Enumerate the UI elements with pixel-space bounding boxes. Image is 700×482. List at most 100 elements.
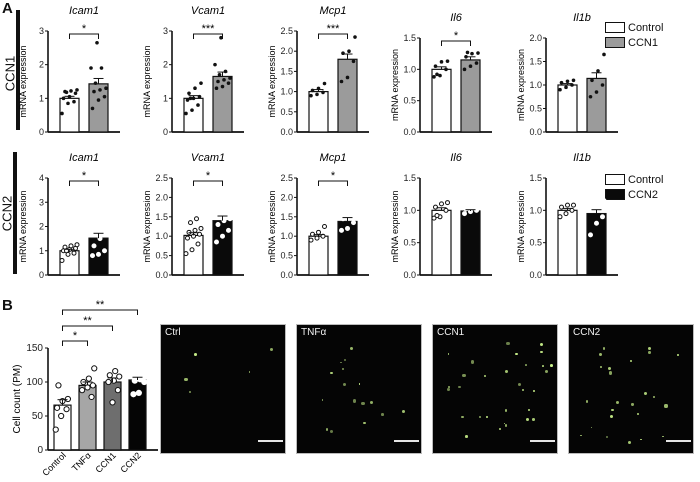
fluorescent-cell xyxy=(639,438,642,441)
fluorescent-cell xyxy=(532,418,535,422)
data-point xyxy=(59,257,65,263)
data-point xyxy=(470,51,474,56)
y-tick-label: 1.5 xyxy=(280,212,293,222)
y-tick-label: 0.5 xyxy=(155,251,168,261)
data-point xyxy=(104,86,108,91)
data-point xyxy=(91,243,97,249)
fluorescent-cell xyxy=(352,399,356,403)
fluorescent-cell xyxy=(462,373,466,377)
y-tick-label: 2.0 xyxy=(155,192,168,202)
data-point xyxy=(216,79,220,84)
fluorescent-cell xyxy=(483,375,486,378)
data-point xyxy=(433,204,438,210)
fluorescent-cell xyxy=(615,401,619,405)
fluorescent-cell xyxy=(361,402,365,406)
micrograph-label: CCN2 xyxy=(573,327,601,338)
micrograph-tnfa: TNFα xyxy=(296,324,422,454)
data-point xyxy=(193,86,197,91)
data-point xyxy=(565,202,570,208)
y-axis-label: mRNA expression xyxy=(18,190,28,262)
data-point xyxy=(570,83,574,87)
data-point xyxy=(339,227,344,233)
legend-swatch-ccn2 xyxy=(605,189,625,200)
y-tick-label: 2.5 xyxy=(280,26,293,36)
data-point xyxy=(116,373,123,380)
data-point xyxy=(588,94,593,99)
y-tick-label: 0 xyxy=(39,127,44,137)
chart-title: Il6 xyxy=(450,12,463,24)
data-point xyxy=(220,233,225,239)
data-point xyxy=(52,426,59,433)
chart-title: Icam1 xyxy=(69,5,99,17)
y-tick-label: 0.0 xyxy=(529,127,542,137)
y-tick-label: 1.0 xyxy=(403,205,416,215)
y-axis-label: mRNA expression xyxy=(390,49,400,121)
data-point xyxy=(185,98,190,102)
data-point xyxy=(463,206,469,212)
data-point xyxy=(99,215,104,221)
data-point xyxy=(98,88,102,92)
data-point xyxy=(93,228,98,234)
fluorescent-cell xyxy=(478,415,482,419)
legend-ccn2: Control CCN2 xyxy=(605,172,663,202)
chart-title: Icam1 xyxy=(69,152,99,164)
data-point xyxy=(185,235,190,241)
data-point xyxy=(96,251,101,257)
fluorescent-cell xyxy=(194,353,198,356)
data-point xyxy=(58,412,65,420)
data-point xyxy=(105,378,112,386)
data-point xyxy=(321,90,325,95)
data-point xyxy=(223,200,228,206)
fluorescent-cell xyxy=(590,426,593,429)
data-point xyxy=(197,231,202,237)
data-point xyxy=(314,235,320,241)
fluorescent-cell xyxy=(599,352,603,357)
data-point xyxy=(64,395,72,403)
data-point xyxy=(444,67,448,72)
data-point xyxy=(219,35,223,40)
y-tick-label: 3 xyxy=(39,197,44,207)
data-point xyxy=(127,372,134,379)
significance-label: * xyxy=(331,170,336,182)
fluorescent-cell xyxy=(532,389,535,392)
micrograph-label: Ctrl xyxy=(165,327,181,338)
fluorescent-cell xyxy=(608,366,612,371)
data-point xyxy=(184,111,188,116)
fluorescent-cell xyxy=(470,360,474,364)
data-point xyxy=(213,62,217,67)
y-tick-label: 1.5 xyxy=(529,173,542,183)
fluorescent-cell xyxy=(540,350,543,353)
data-point xyxy=(571,202,576,208)
y-axis-label: mRNA expression xyxy=(516,49,526,121)
data-point xyxy=(183,251,189,257)
fluorescent-cell xyxy=(609,414,613,418)
y-axis-label: mRNA expression xyxy=(267,190,277,262)
fluorescent-cell xyxy=(542,365,544,367)
y-tick-label: 3 xyxy=(39,26,44,36)
bar-control xyxy=(308,90,329,133)
data-point xyxy=(187,91,191,96)
data-point xyxy=(476,51,480,55)
y-tick-label: 1.5 xyxy=(403,173,416,183)
legend-label-control: Control xyxy=(628,21,664,34)
data-point xyxy=(89,66,93,70)
fluorescent-cell xyxy=(648,351,651,355)
y-tick-label: 2.0 xyxy=(529,33,542,43)
fluorescent-cell xyxy=(676,353,680,357)
fluorescent-cell xyxy=(648,346,652,350)
data-point xyxy=(64,90,69,95)
significance-label: * xyxy=(206,170,211,182)
data-point xyxy=(434,213,440,219)
data-point xyxy=(439,201,444,207)
panel-a-letter: A xyxy=(2,0,13,17)
data-point xyxy=(445,200,450,206)
significance-bracket xyxy=(62,309,138,315)
data-point xyxy=(351,220,356,226)
data-point xyxy=(79,387,86,394)
significance-label: ** xyxy=(83,315,92,327)
fluorescent-cell xyxy=(447,352,450,355)
y-tick-label: 1.5 xyxy=(155,212,168,222)
significance-label: * xyxy=(73,330,78,342)
data-point xyxy=(571,78,576,83)
